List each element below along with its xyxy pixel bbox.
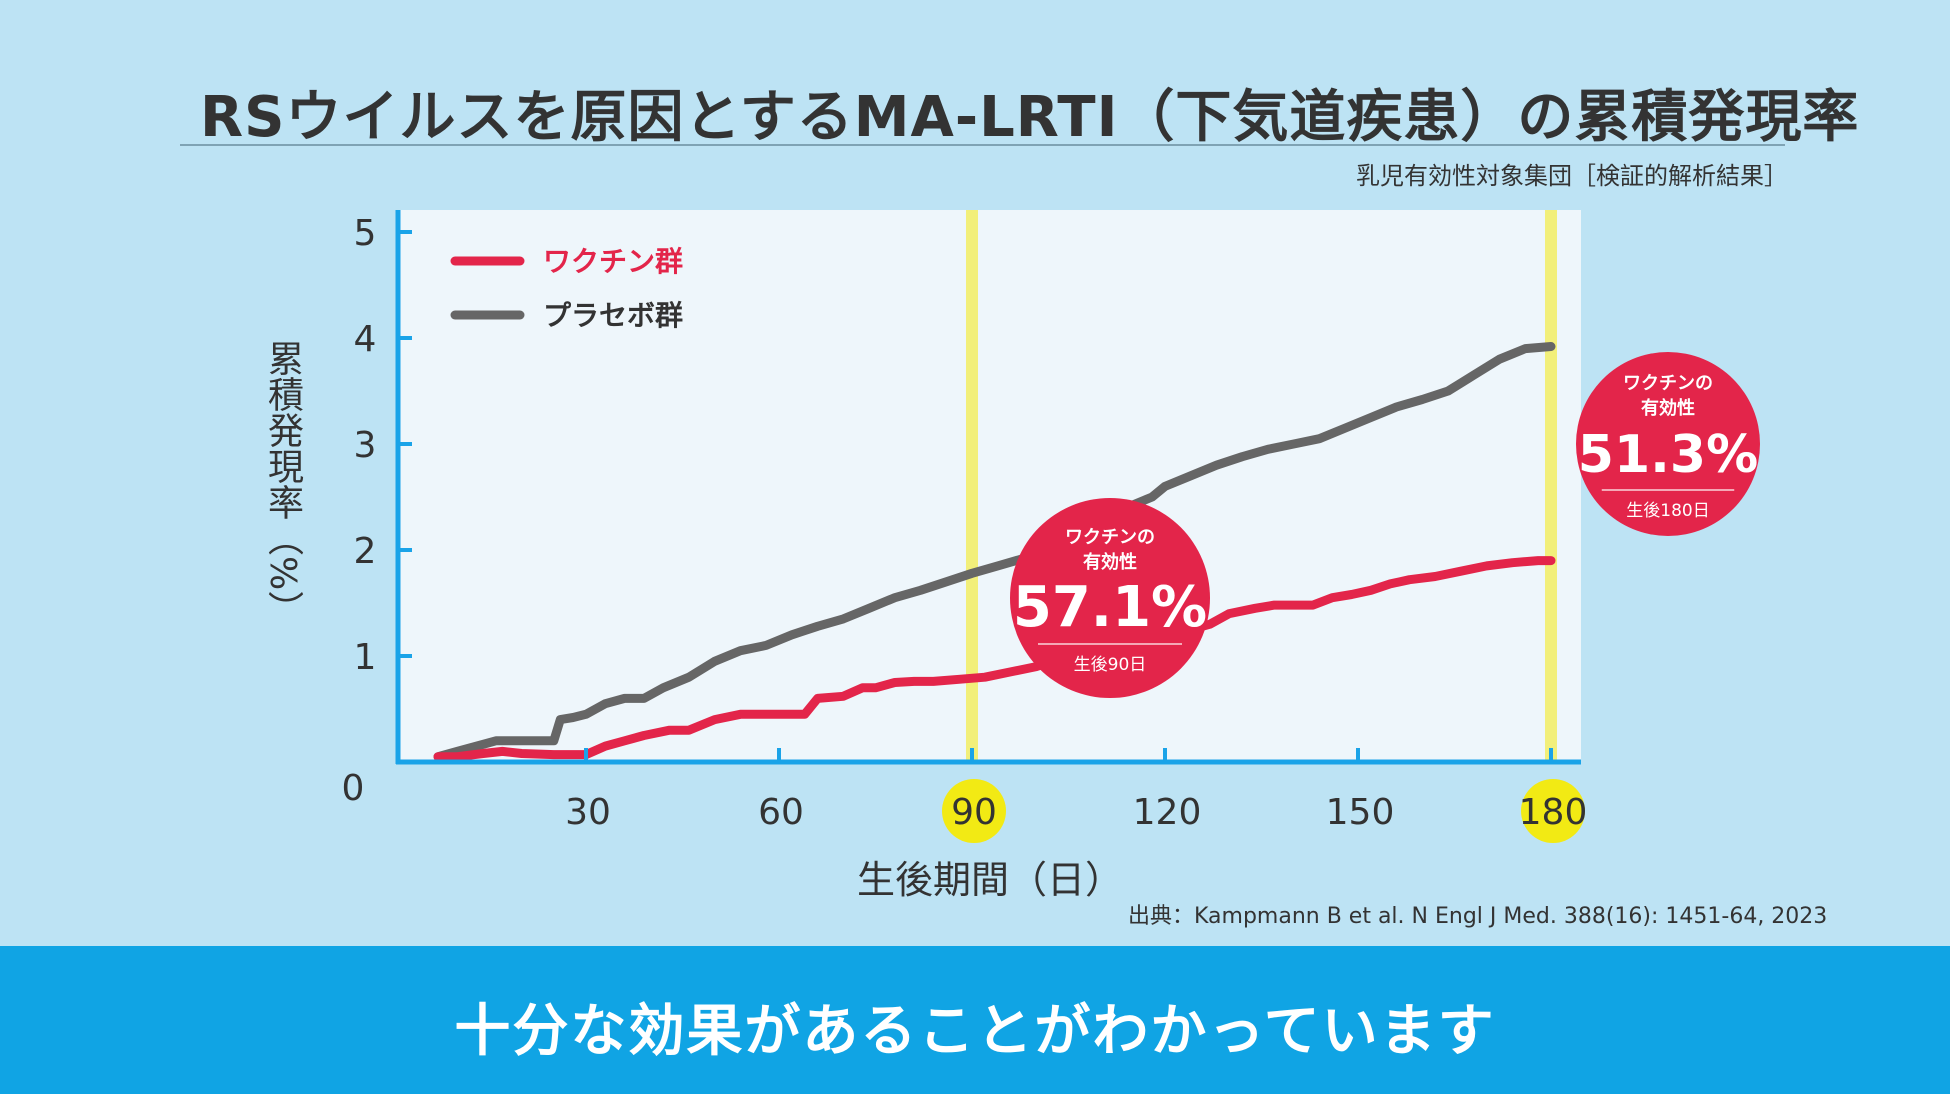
vaccine-series-line [433,556,1556,762]
efficacy-badge-heading: ワクチンの [1623,373,1713,394]
highlight-band-day-180 [1545,210,1557,762]
y-tick-label: 1 [354,637,377,678]
legend-placebo-label: プラセボ群 [543,299,683,332]
x-axis-label: 生後期間（日） [857,858,1123,902]
y-tick-label-zero: 0 [342,768,365,809]
placebo-series-line [433,342,1556,762]
x-tick-label: 180 [1519,792,1588,833]
efficacy-badge-circle [1010,498,1210,698]
efficacy-badge-heading: 有効性 [1083,551,1137,573]
x-tick-label: 30 [565,792,611,833]
highlight-band-day-90 [966,210,978,762]
y-tick-label: 5 [354,213,377,254]
x-tick-label: 60 [758,792,804,833]
efficacy-badge-heading: 有効性 [1641,397,1695,419]
efficacy-badge-note: 生後180日 [1626,501,1709,521]
legend-vaccine-label: ワクチン群 [543,245,683,278]
citation-source: 出典：Kampmann B et al. N Engl J Med. 388(1… [1128,904,1828,929]
population-subtitle: 乳児有効性対象集団［検証的解析結果］ [1356,162,1788,190]
y-tick-label: 4 [354,319,377,360]
plot-background [398,210,1581,762]
caption-band [0,946,1950,1094]
x-tick-highlight-circle [942,779,1006,843]
efficacy-badge-note: 生後90日 [1074,655,1147,675]
x-tick-label: 120 [1133,792,1202,833]
y-tick-label: 2 [354,531,377,572]
subtitle-caption: 十分な効果があることがわかっています [454,999,1496,1064]
title-divider [180,144,1785,146]
efficacy-badge-value: 51.3% [1578,425,1758,485]
page-title: RSウイルスを原因とするMA-LRTI（下気道疾患）の累積発現率 [200,85,1860,150]
x-tick-highlight-circle [1521,779,1585,843]
x-tick-label: 150 [1326,792,1395,833]
y-axis-label: 累積発現率（%） [262,340,303,627]
y-tick-label: 3 [354,425,377,466]
efficacy-badge-heading: ワクチンの [1065,527,1155,548]
efficacy-badge-value: 57.1% [1013,575,1207,640]
x-tick-label: 90 [951,792,997,833]
